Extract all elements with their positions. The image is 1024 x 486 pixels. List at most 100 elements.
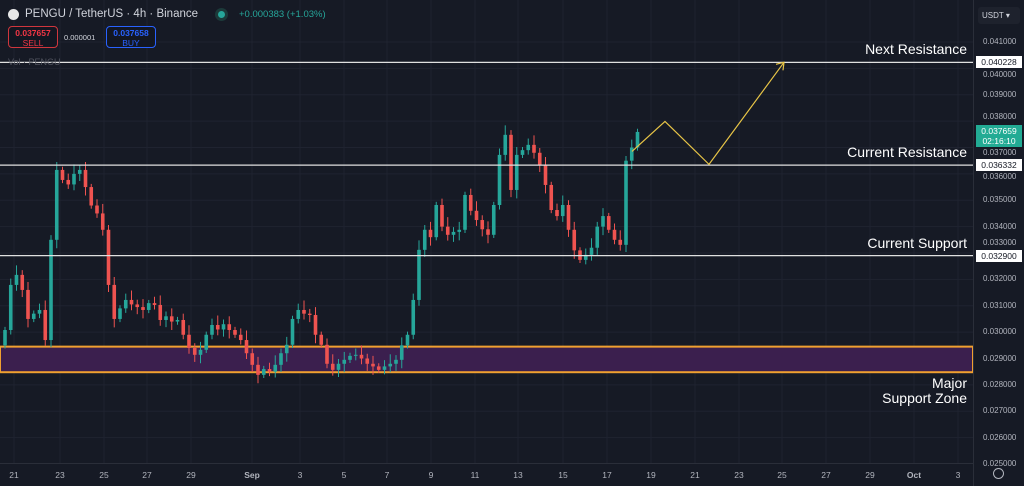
time-tick-label: Oct (906, 470, 922, 480)
candle-body (526, 144, 531, 151)
market-status-icon (218, 10, 225, 18)
time-tick-label: 9 (428, 470, 434, 480)
sell-button[interactable]: 0.037657 SELL (8, 26, 58, 48)
time-tick-label: 27 (821, 470, 831, 480)
price-tick-label: 0.029000 (983, 353, 1017, 363)
candle-body (238, 334, 243, 341)
candle-body (491, 204, 496, 235)
symbol-title[interactable]: PENGU / TetherUS · 4h · Binance (25, 8, 198, 20)
current-price-tag: 0.037659 02:16:10 (976, 125, 1022, 147)
candle-body (463, 194, 467, 230)
candle-body (106, 229, 111, 285)
candle-body (537, 152, 542, 165)
symbol-header: PENGU / TetherUS · 4h · Binance +0.00038… (8, 8, 326, 20)
candle-body (302, 309, 306, 314)
time-tick-label: 19 (646, 470, 656, 480)
price-tick-label: 0.036000 (983, 172, 1017, 181)
time-axis[interactable]: 21 23 25 27 29 Sep 3 5 7 9 11 13 15 17 19 21 23 25 27 29 Oct… (0, 463, 973, 486)
candle-body (20, 274, 25, 290)
next-resistance-tag: 0.040228 (976, 56, 1022, 68)
candle-body (244, 340, 249, 354)
time-tick-label: 25 (99, 470, 109, 480)
time-tick-label: 5 (341, 470, 347, 480)
candle-body (313, 314, 318, 335)
candle-body (388, 363, 393, 367)
major-support-zone (0, 345, 973, 374)
candle-body (89, 187, 94, 206)
candle-body (336, 363, 341, 370)
candle-body (49, 239, 53, 341)
price-tick-label: 0.032000 (983, 274, 1017, 284)
candle-body (227, 324, 232, 331)
candle-body (319, 334, 324, 345)
major-support-zone-label: Major Support Zone (882, 376, 967, 406)
currency-select[interactable]: USDT ▾ (978, 7, 1020, 24)
candle-body (95, 205, 99, 214)
major-support-line2: Support Zone (882, 390, 967, 406)
candle-body (187, 334, 191, 348)
candle-body (215, 325, 220, 330)
candle-body (589, 247, 594, 255)
projection-path (631, 61, 785, 166)
candle-body (371, 363, 375, 367)
volume-indicator-label[interactable]: Vol · PENGU (8, 57, 61, 67)
candle-body (77, 169, 82, 174)
major-support-line1: Major (931, 375, 967, 391)
candle-body (612, 229, 617, 240)
time-tick-label: Sep (244, 470, 260, 480)
candle-body (8, 284, 13, 331)
sell-label: SELL (22, 38, 44, 48)
candle-body (348, 355, 352, 360)
current-resistance-label: Current Resistance (847, 144, 967, 160)
current-resistance-tag: 0.036332 (976, 159, 1022, 171)
candle-body (330, 363, 335, 370)
price-tick-label: 0.025000 (983, 459, 1017, 468)
time-tick-label: 21 (690, 470, 700, 480)
buy-price: 0.037658 (113, 28, 149, 38)
candle-body (54, 169, 59, 240)
candle-body (307, 313, 312, 315)
candle-body (365, 358, 370, 364)
candle-body (376, 366, 381, 370)
candle-body (595, 226, 600, 248)
candle-body (192, 347, 197, 355)
candle-body (198, 349, 203, 355)
candle-body (601, 216, 605, 227)
time-tick-label: 29 (865, 470, 875, 480)
candle-body (532, 144, 536, 153)
sell-price: 0.037657 (15, 28, 51, 38)
candle-body (486, 229, 490, 235)
buy-label: BUY (122, 38, 140, 48)
candle-body (158, 304, 163, 320)
candle-body (606, 216, 611, 230)
candle-body (66, 179, 71, 185)
price-axis[interactable]: USDT ▾ 0.025000 0.026000 0.027000 0.028000 0… (973, 0, 1024, 486)
candle-body (3, 330, 7, 346)
candle-body (445, 226, 450, 235)
price-tick-label: 0.038000 (983, 112, 1017, 121)
candle-body (509, 134, 513, 190)
price-chart[interactable] (0, 0, 973, 463)
candle-body (503, 134, 508, 155)
buy-button[interactable]: 0.037658 BUY (106, 26, 156, 48)
settings-gear-icon[interactable] (993, 468, 1004, 479)
candle-body (152, 303, 157, 305)
projection-arrowhead-icon (775, 61, 785, 71)
candle-body (60, 169, 65, 180)
candle-body (250, 353, 255, 365)
next-resistance-label: Next Resistance (865, 41, 967, 57)
candle-body (118, 308, 122, 319)
current-price: 0.037659 (981, 126, 1017, 136)
price-tick-label: 0.040000 (983, 70, 1017, 79)
candle-body (267, 369, 272, 372)
candle-body (325, 344, 329, 364)
candle-body (394, 359, 398, 364)
price-tick-label: 0.035000 (983, 195, 1017, 205)
candle-body (233, 330, 237, 335)
time-tick-label: 23 (734, 470, 744, 480)
time-tick-label: 7 (384, 470, 390, 480)
currency-value: USDT (982, 11, 1004, 20)
candle-body (480, 220, 485, 230)
candle-body (169, 316, 174, 322)
